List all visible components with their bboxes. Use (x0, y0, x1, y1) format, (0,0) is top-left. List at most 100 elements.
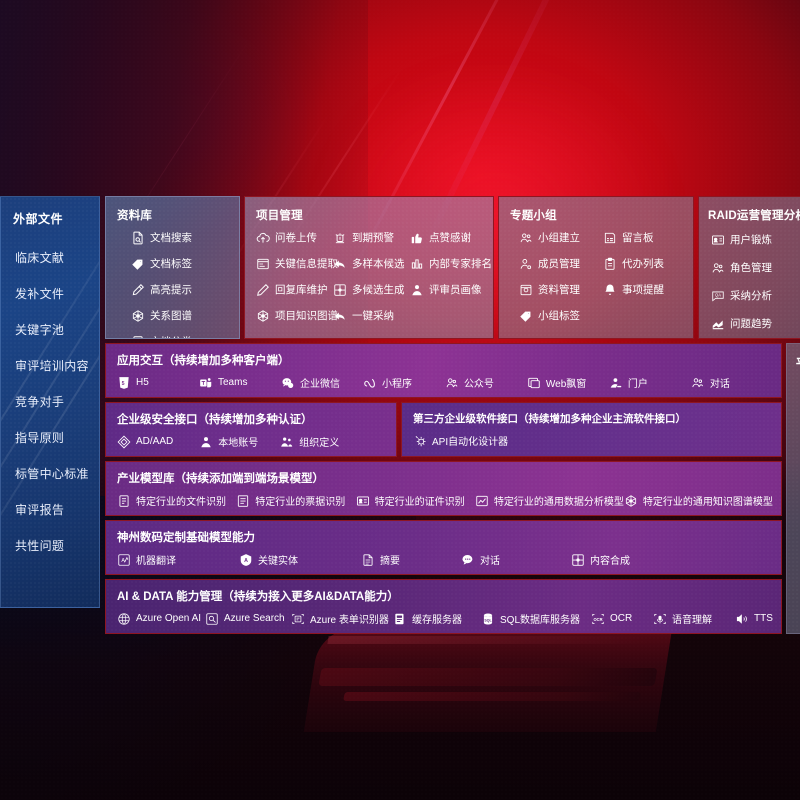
item-group-tag[interactable]: 小组标签 (519, 308, 603, 323)
item-sql-database[interactable]: SQL SQL数据库服务器 (481, 611, 591, 626)
item-label: Azure Search (224, 613, 285, 624)
sidebar-item-guiding-principles[interactable]: 指导原则 (15, 430, 65, 445)
ranking-bar-icon (410, 257, 424, 271)
item-label: 代办列表 (622, 258, 664, 270)
item-id-card-recognition[interactable]: 特定行业的证件识别 (356, 493, 475, 508)
row-third-party-items: API自动化设计器 (402, 426, 781, 451)
item-multi-candidate-generate[interactable]: 多候选生成 (333, 282, 410, 297)
item-document-category[interactable]: 文档分类 (117, 334, 233, 338)
item-project-knowledge-graph[interactable]: 项目知识图谱 (256, 308, 338, 323)
item-wecom[interactable]: 企业微信 (281, 375, 363, 390)
dialog-icon (691, 376, 705, 390)
sidebar-item-supplement-files[interactable]: 发补文件 (15, 286, 65, 301)
item-tts[interactable]: TTS (735, 612, 773, 626)
item-dialog[interactable]: 对话 (691, 375, 773, 390)
item-group-create[interactable]: 小组建立 (519, 230, 603, 245)
item-item-reminder[interactable]: 事项提醒 (603, 282, 687, 297)
adopt-arrow-icon (333, 309, 347, 323)
item-azure-search[interactable]: Azure Search (205, 612, 291, 626)
item-key-entity[interactable]: A 关键实体 (239, 552, 361, 567)
item-issue-trend[interactable]: 问题趋势 (699, 316, 800, 331)
item-expiry-warning[interactable]: 到期预警 (333, 230, 410, 245)
item-archive-manage[interactable]: 资料管理 (519, 282, 603, 297)
item-label: 留言板 (622, 232, 654, 244)
portal-icon (609, 376, 623, 390)
item-reply-library-maintain[interactable]: 回复库维护 (256, 282, 333, 297)
item-label: 文档分类 (150, 334, 192, 338)
item-app-analysis[interactable]: 应用分析 (787, 457, 800, 472)
item-miniprogram[interactable]: 小程序 (363, 375, 445, 390)
row-enterprise-security: 企业级安全接口（持续增加多种认证） AD/AAD 本地账号 (105, 402, 397, 457)
item-document-tag[interactable]: 文档标签 (117, 256, 233, 271)
item-data-analysis-model[interactable]: 特定行业的通用数据分析模型 (475, 493, 624, 508)
item-org-define[interactable]: 组织定义 (280, 434, 339, 449)
item-user-training[interactable]: 用户锻炼 (699, 232, 800, 247)
item-web-popup[interactable]: Web飘窗 (527, 375, 609, 390)
item-label: 摘要 (380, 556, 400, 567)
item-label: 文档搜索 (150, 232, 192, 244)
sidebar-item-common-issues[interactable]: 共性问题 (15, 538, 65, 553)
sidebar-item-competitors[interactable]: 竞争对手 (15, 394, 65, 409)
item-document-search[interactable]: 文档搜索 (117, 230, 233, 245)
item-relation-graph[interactable]: 关系图谱 (117, 308, 233, 323)
item-teams[interactable]: Teams (199, 376, 281, 390)
content-synthesis-icon (571, 553, 585, 567)
item-like-thanks[interactable]: 点赞感谢 (410, 230, 487, 245)
item-todo-list[interactable]: 代办列表 (603, 256, 687, 271)
item-knowledge-graph-model[interactable]: 特定行业的通用知识图谱模型 (624, 493, 773, 508)
item-speech-understanding[interactable]: 语音理解 (653, 611, 735, 626)
item-label: 特定行业的票据识别 (255, 497, 346, 508)
item-h5[interactable]: 5 H5 (117, 376, 199, 390)
sidebar-item-review-training[interactable]: 审评培训内容 (15, 358, 89, 373)
row-industry-model-library: 产业模型库（持续添加端到端场景模型） 特定行业的文件识别 特定行业的票据识别 (105, 461, 782, 516)
item-reviewer-profile[interactable]: 评审员画像 (410, 282, 487, 297)
item-ocr[interactable]: OCR OCR (591, 612, 653, 626)
item-official-account[interactable]: 公众号 (445, 375, 527, 390)
item-ad-aad[interactable]: AD/AAD (117, 435, 173, 449)
tag-icon (131, 257, 145, 271)
item-label: 评审员画像 (428, 284, 482, 296)
item-role-manage[interactable]: 角色管理 (699, 260, 800, 275)
todo-list-icon (603, 257, 617, 271)
item-message-board[interactable]: 留言板 (603, 230, 687, 245)
sidebar-item-keyword-pool[interactable]: 关键字池 (15, 322, 65, 337)
sidebar-item-clinical-literature[interactable]: 临床文献 (15, 250, 65, 265)
sidebar-item-review-report[interactable]: 审评报告 (15, 502, 65, 517)
item-adoption-analysis[interactable]: QA 采纳分析 (699, 288, 800, 303)
item-label: 小组标签 (538, 310, 580, 322)
item-label: 多候选生成 (351, 284, 405, 296)
item-invoice-recognition[interactable]: 特定行业的票据识别 (236, 493, 355, 508)
item-file-recognition[interactable]: 特定行业的文件识别 (117, 493, 236, 508)
item-label: OCR (610, 613, 633, 624)
item-portal[interactable]: 门户 (609, 375, 691, 390)
item-content-synthesis[interactable]: 内容合成 (571, 552, 773, 567)
ocr-icon: OCR (591, 612, 605, 626)
item-key-info-extract[interactable]: 关键信息提取 (256, 256, 338, 271)
row-application-interaction: 应用交互（持续增加多种客户端） 5 H5 Teams 企业微信 (105, 343, 782, 398)
item-local-account[interactable]: 本地账号 (199, 434, 258, 449)
item-app-management[interactable]: 应用管理 (787, 420, 800, 435)
row-ai-data-capability: AI & DATA 能力管理（持续为接入更多AI&DATA能力） Azure O… (105, 579, 782, 634)
row-security-pair: 企业级安全接口（持续增加多种认证） AD/AAD 本地账号 (105, 402, 782, 457)
item-api-designer[interactable]: API自动化设计器 (413, 433, 508, 448)
item-azure-openai[interactable]: Azure Open AI (117, 612, 205, 626)
item-machine-translate[interactable]: A 机器翻译 (117, 552, 239, 567)
item-chat[interactable]: 对话 (461, 552, 571, 567)
item-multi-sample-candidate[interactable]: 多样本候选 (333, 256, 410, 271)
panel-group-items: 小组建立 留言板 成员管理 代办列表 (499, 223, 693, 334)
sidebar-item-standards-center[interactable]: 标管中心标准 (15, 466, 89, 481)
item-internal-expert-ranking[interactable]: 内部专家排名 (410, 256, 492, 271)
item-highlight-hint[interactable]: 高亮提示 (117, 282, 233, 297)
item-cache-server[interactable]: 缓存服务器 (393, 611, 481, 626)
sql-database-icon: SQL (481, 612, 495, 626)
item-questionnaire-upload[interactable]: 问卷上传 (256, 230, 333, 245)
item-label: API自动化设计器 (432, 437, 509, 448)
item-azure-form-recognizer[interactable]: Azure 表单识别器 (291, 611, 393, 626)
item-label: 语音理解 (672, 615, 712, 626)
item-label: H5 (136, 377, 149, 388)
item-one-click-adopt[interactable]: 一键采纳 (333, 308, 410, 323)
item-resource-allocation[interactable]: 资源分配 (787, 383, 800, 398)
item-member-manage[interactable]: 成员管理 (519, 256, 603, 271)
item-summary[interactable]: 摘要 (361, 552, 461, 567)
panel-raid-title: RAID运营管理分析 (708, 210, 800, 222)
